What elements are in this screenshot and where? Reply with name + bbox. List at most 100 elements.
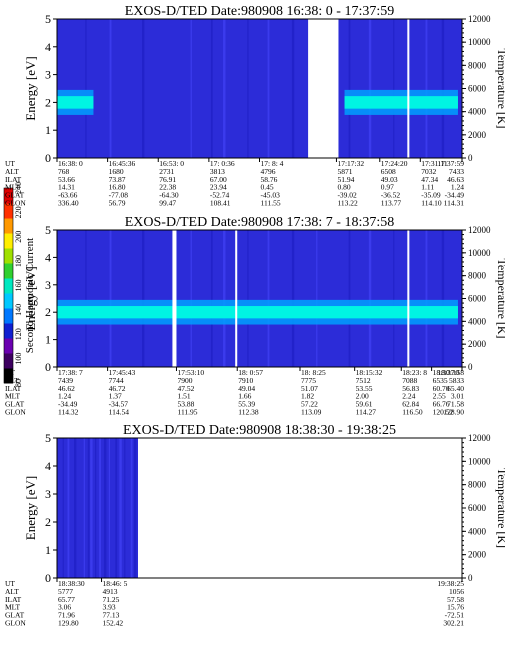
table-cell: 16:45:36 — [109, 159, 136, 168]
spectrogram-streak — [133, 438, 137, 578]
table-row-label: UT — [5, 579, 15, 588]
table-row-label: UT — [5, 159, 15, 168]
spectrogram-streak — [119, 438, 122, 578]
table-cell: 114.32 — [58, 408, 79, 417]
spectrogram-streak — [425, 19, 428, 158]
y2-tick-label: 0 — [468, 362, 473, 372]
table-cell: 1680 — [109, 167, 124, 176]
spectrogram-streak — [267, 230, 270, 367]
table-row-label: UT — [5, 368, 15, 377]
table-cell: 59.61 — [356, 400, 373, 409]
table-cell: 60.70 — [433, 384, 450, 393]
spectrogram-streak — [291, 19, 295, 158]
table-cell: 1.66 — [238, 392, 251, 401]
table-cell: 53.88 — [177, 400, 194, 409]
table-cell: 18:37:58 — [437, 368, 464, 377]
table-cell: 116.50 — [402, 408, 423, 417]
table-cell: 51.07 — [301, 384, 318, 393]
table-cell: 46.63 — [447, 175, 464, 184]
spectrogram-streak — [83, 438, 85, 578]
table-cell: 1.51 — [177, 392, 190, 401]
y2-axis-label: Temperature [K] — [495, 258, 505, 338]
table-cell: 71.96 — [58, 611, 75, 620]
table-cell: 17:17:32 — [337, 159, 364, 168]
spectrogram-streak — [85, 19, 87, 158]
table-cell: -39.02 — [337, 191, 357, 200]
table-cell: 1.82 — [301, 392, 314, 401]
spectrogram-streak — [74, 438, 77, 578]
colorbar-cell — [4, 323, 13, 339]
colorbar-cell — [4, 218, 13, 234]
panel-2: EXOS-D/TED Date:980908 17:38: 7 - 18:37:… — [5, 215, 505, 417]
table-row-label: ILAT — [5, 595, 22, 604]
y2-tick-label: 12000 — [468, 225, 491, 235]
spectrogram-streak — [368, 230, 372, 367]
table-cell: 23.94 — [210, 183, 227, 192]
energy-band-core — [57, 96, 94, 109]
table-cell: 56.83 — [402, 384, 419, 393]
table-cell: 17:24:20 — [381, 159, 408, 168]
y2-tick-label: 0 — [468, 573, 473, 583]
table-cell: 57.58 — [447, 595, 464, 604]
table-cell: 55.39 — [238, 400, 255, 409]
table-cell: 2.24 — [402, 392, 415, 401]
y2-tick-label: 2000 — [468, 130, 487, 140]
table-cell: 3.93 — [103, 603, 116, 612]
table-cell: 0.97 — [381, 183, 394, 192]
y-tick-label: 0 — [45, 571, 51, 585]
spectrogram-streak — [393, 19, 395, 158]
table-cell: 3813 — [210, 167, 225, 176]
table-cell: 112.38 — [238, 408, 259, 417]
table-cell: 99.47 — [159, 199, 176, 208]
colorbar-cell — [4, 308, 13, 324]
table-cell: 7910 — [238, 376, 253, 385]
table-cell: 15.76 — [447, 603, 464, 612]
y2-tick-label: 8000 — [468, 271, 487, 281]
table-cell: 16:53: 0 — [159, 159, 184, 168]
data-gap — [407, 230, 410, 367]
table-cell: 302.21 — [443, 619, 464, 628]
y2-axis-label: Temperature [K] — [495, 48, 505, 128]
table-cell: 53.66 — [58, 175, 75, 184]
y2-tick-label: 0 — [468, 153, 473, 163]
colorbar-cell — [4, 263, 13, 279]
table-row-label: ALT — [5, 587, 19, 596]
table-row-label: MLT — [5, 183, 21, 192]
y-tick-label: 0 — [45, 151, 51, 165]
table-cell: 5871 — [337, 167, 352, 176]
table-cell: 0.45 — [261, 183, 274, 192]
table-cell: 7088 — [402, 376, 417, 385]
table-cell: 16:38: 0 — [58, 159, 83, 168]
table-row-label: ALT — [5, 167, 19, 176]
colorbar: 80 100 120 140 160 180 200 220 240 Second Harmon… — [3, 182, 36, 387]
table-cell: 111.55 — [261, 199, 281, 208]
spectrogram-field — [57, 230, 462, 367]
table-row-label: GLON — [5, 199, 26, 208]
table-cell: 18:38:30 — [58, 579, 85, 588]
table-cell: -34.49 — [445, 191, 465, 200]
spectrogram-streak — [124, 438, 126, 578]
y-tick-label: 4 — [45, 40, 51, 54]
table-cell: 7439 — [58, 376, 73, 385]
y-tick-label: 3 — [45, 68, 51, 82]
y2-tick-label: 10000 — [468, 456, 491, 466]
spectrogram-streak — [142, 230, 145, 367]
y2-tick-label: 12000 — [468, 433, 491, 443]
panel-3: EXOS-D/TED Date:980908 18:38:30 - 19:38:… — [5, 423, 505, 628]
y-tick-label: 4 — [45, 459, 51, 473]
colorbar-scale — [3, 187, 14, 384]
table-cell: 62.84 — [402, 400, 419, 409]
table-cell: 17:37:59 — [437, 159, 464, 168]
table-cell: -77.08 — [109, 191, 129, 200]
y-tick-label: 3 — [45, 487, 51, 501]
colorbar-cell — [4, 233, 13, 249]
spectrogram-field — [57, 19, 462, 158]
y2-tick-label: 6000 — [468, 503, 487, 513]
spectrogram-streak — [142, 19, 145, 158]
table-cell: 7900 — [177, 376, 192, 385]
table-cell: 5777 — [58, 587, 73, 596]
table-row-label: ILAT — [5, 175, 22, 184]
spectrogram-streak — [115, 438, 118, 578]
colorbar-tick-label: 240 — [14, 182, 23, 194]
table-cell: 14.31 — [58, 183, 75, 192]
